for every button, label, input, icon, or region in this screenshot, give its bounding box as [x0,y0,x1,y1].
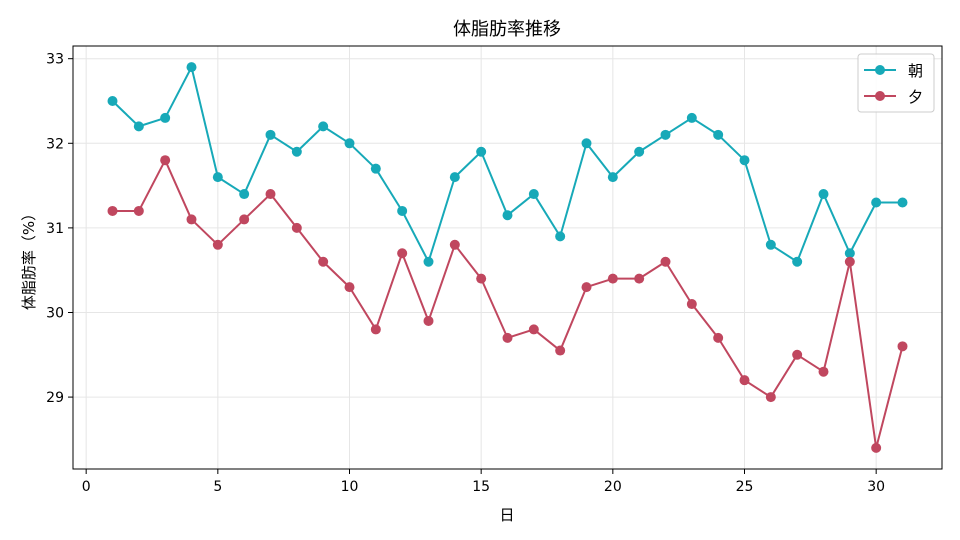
data-point [133,205,144,216]
data-point [212,172,223,183]
data-point [160,155,171,166]
data-point [739,375,750,386]
data-point [897,197,908,208]
y-axis-title: 体脂肪率（%） [20,206,38,310]
data-point [265,189,276,200]
data-point [265,129,276,140]
data-point [792,349,803,360]
x-axis-ticks: 0 5 10 15 20 25 30 [82,469,885,495]
legend-label: 夕 [908,88,923,106]
data-point [528,189,539,200]
data-point [581,282,592,293]
y-tick-label: 32 [46,136,64,152]
legend-marker [875,91,885,101]
y-tick-label: 31 [46,221,64,237]
x-tick-label: 20 [604,479,622,495]
legend-marker [875,65,885,75]
data-point [449,172,460,183]
y-tick-label: 30 [46,305,64,321]
data-point [160,112,171,123]
chart-title: 体脂肪率推移 [453,19,561,40]
data-point [449,239,460,250]
data-point [476,146,487,157]
data-point [423,256,434,267]
data-point [607,172,618,183]
series-layer [107,62,908,453]
data-point [502,210,513,221]
data-point [370,324,381,335]
data-point [186,62,197,73]
data-point [844,248,855,259]
data-point [133,121,144,132]
x-tick-label: 25 [736,479,754,495]
data-point [239,214,250,225]
data-point [370,163,381,174]
data-point [318,121,329,132]
data-point [502,332,513,343]
data-point [581,138,592,149]
data-point [318,256,329,267]
data-point [660,256,671,267]
plot-frame [72,45,943,470]
y-axis-ticks: 29 30 31 32 33 [46,52,73,406]
data-point [739,155,750,166]
x-tick-label: 5 [213,479,222,495]
data-point [634,146,645,157]
data-point [607,273,618,284]
x-tick-label: 15 [472,479,490,495]
data-point [660,129,671,140]
legend-label: 朝 [908,62,923,80]
grid [73,46,942,469]
data-point [792,256,803,267]
data-point [107,205,118,216]
data-point [212,239,223,250]
data-point [476,273,487,284]
y-tick-label: 29 [46,390,64,406]
x-axis-title: 日 [499,506,514,524]
data-point [397,248,408,259]
series-2 [107,155,908,453]
data-point [555,345,566,356]
data-point [871,197,882,208]
data-point [239,189,250,200]
data-point [818,189,829,200]
data-point [844,256,855,267]
legend: 朝夕 [857,53,935,113]
data-point [713,332,724,343]
data-point [291,222,302,233]
data-point [344,282,355,293]
data-point [634,273,645,284]
x-tick-label: 0 [82,479,91,495]
data-point [397,205,408,216]
data-point [186,214,197,225]
data-point [871,442,882,453]
data-point [423,315,434,326]
data-point [686,299,697,310]
x-tick-label: 30 [867,479,885,495]
x-tick-label: 10 [341,479,359,495]
data-point [686,112,697,123]
data-point [528,324,539,335]
data-point [291,146,302,157]
data-point [713,129,724,140]
data-point [344,138,355,149]
data-point [555,231,566,242]
series-line [112,159,904,449]
y-tick-label: 33 [46,52,64,68]
data-point [765,392,776,403]
data-point [818,366,829,377]
data-point [897,341,908,352]
series-1 [107,62,908,267]
data-point [107,95,118,106]
data-point [765,239,776,250]
